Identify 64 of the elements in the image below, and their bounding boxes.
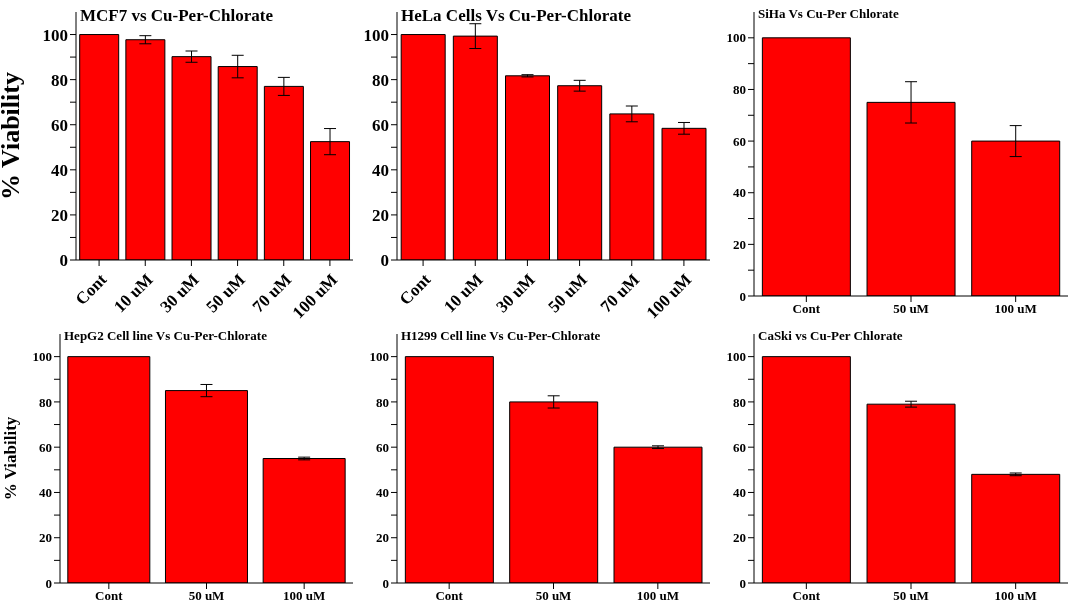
y-tick-label: 0 — [739, 288, 746, 304]
y-tick-label: 80 — [39, 394, 52, 410]
y-tick-label: 20 — [376, 530, 389, 546]
y-tick-label: 40 — [39, 485, 52, 501]
x-tick-label: 100 uM — [642, 269, 696, 323]
chart-title: HeLa Cells Vs Cu-Per-Chlorate — [401, 6, 631, 26]
y-tick-label: 20 — [372, 205, 389, 225]
chart-title: MCF7 vs Cu-Per-Chlorate — [80, 6, 273, 26]
chart-title: CaSki vs Cu-Per Chlorate — [758, 328, 903, 344]
y-tick-label: 60 — [51, 115, 68, 135]
y-tick-label: 40 — [733, 185, 746, 201]
x-tick-label: Cont — [792, 301, 821, 317]
x-tick-label: 70 uM — [596, 269, 644, 317]
y-tick-label: 80 — [51, 70, 68, 90]
x-tick-label: 100 uM — [994, 301, 1037, 317]
y-tick-label: 20 — [733, 236, 746, 252]
x-tick-label: Cont — [792, 588, 821, 604]
y-tick-label: 80 — [376, 394, 389, 410]
chart-title: HepG2 Cell line Vs Cu-Per-Chlorate — [64, 328, 267, 344]
x-tick-label: 100 uM — [994, 588, 1037, 604]
y-tick-label: 60 — [39, 439, 52, 455]
y-tick-label: 40 — [51, 160, 68, 180]
x-tick-label: 10 uM — [110, 269, 157, 317]
y-tick-label: 60 — [372, 115, 389, 135]
x-tick-label: 100 uM — [636, 588, 679, 604]
x-tick-label: 50 uM — [188, 588, 225, 604]
y-tick-label: 60 — [376, 439, 389, 455]
y-tick-label: 80 — [733, 82, 746, 98]
y-tick-label: 0 — [380, 251, 389, 271]
x-tick-label: Cont — [95, 588, 124, 604]
y-tick-label: 60 — [733, 133, 746, 149]
y-tick-label: 100 — [726, 30, 746, 46]
y-tick-label: 20 — [733, 530, 746, 546]
x-tick-label: 10 uM — [440, 269, 487, 317]
chart-title: H1299 Cell line Vs Cu-Per-Chlorate — [401, 328, 601, 344]
y-tick-label: 100 — [42, 25, 68, 45]
x-tick-label: 50 uM — [544, 269, 591, 317]
y-tick-label: 80 — [733, 394, 746, 410]
y-tick-label: 20 — [51, 205, 68, 225]
y-tick-label: 100 — [363, 25, 389, 45]
x-tick-label: Cont — [435, 588, 464, 604]
x-tick-label: 50 uM — [535, 588, 572, 604]
y-tick-label: 100 — [369, 349, 389, 365]
y-tick-label: 0 — [382, 575, 389, 591]
y-tick-label: 0 — [59, 251, 68, 271]
y-tick-label: 0 — [45, 575, 52, 591]
y-tick-label: 40 — [733, 485, 746, 501]
y-tick-label: 60 — [733, 439, 746, 455]
x-tick-label: 50 uM — [893, 588, 929, 604]
y-axis-title: % Viability — [1, 416, 21, 501]
x-tick-label: 30 uM — [492, 269, 539, 317]
y-tick-label: 100 — [32, 349, 52, 365]
y-tick-label: 40 — [376, 485, 389, 501]
y-tick-label: 40 — [372, 160, 389, 180]
x-tick-label: 30 uM — [156, 269, 203, 317]
y-tick-label: 80 — [372, 70, 389, 90]
x-tick-label: 100 uM — [283, 588, 326, 604]
y-tick-label: 0 — [739, 575, 746, 591]
y-axis-title: % Viability — [0, 72, 26, 200]
x-tick-label: 50 uM — [202, 269, 249, 317]
y-tick-label: 100 — [726, 349, 746, 365]
chart-title: SiHa Vs Cu-Per Chlorate — [758, 6, 899, 22]
y-tick-label: 20 — [39, 530, 52, 546]
x-tick-label: 50 uM — [893, 301, 929, 317]
